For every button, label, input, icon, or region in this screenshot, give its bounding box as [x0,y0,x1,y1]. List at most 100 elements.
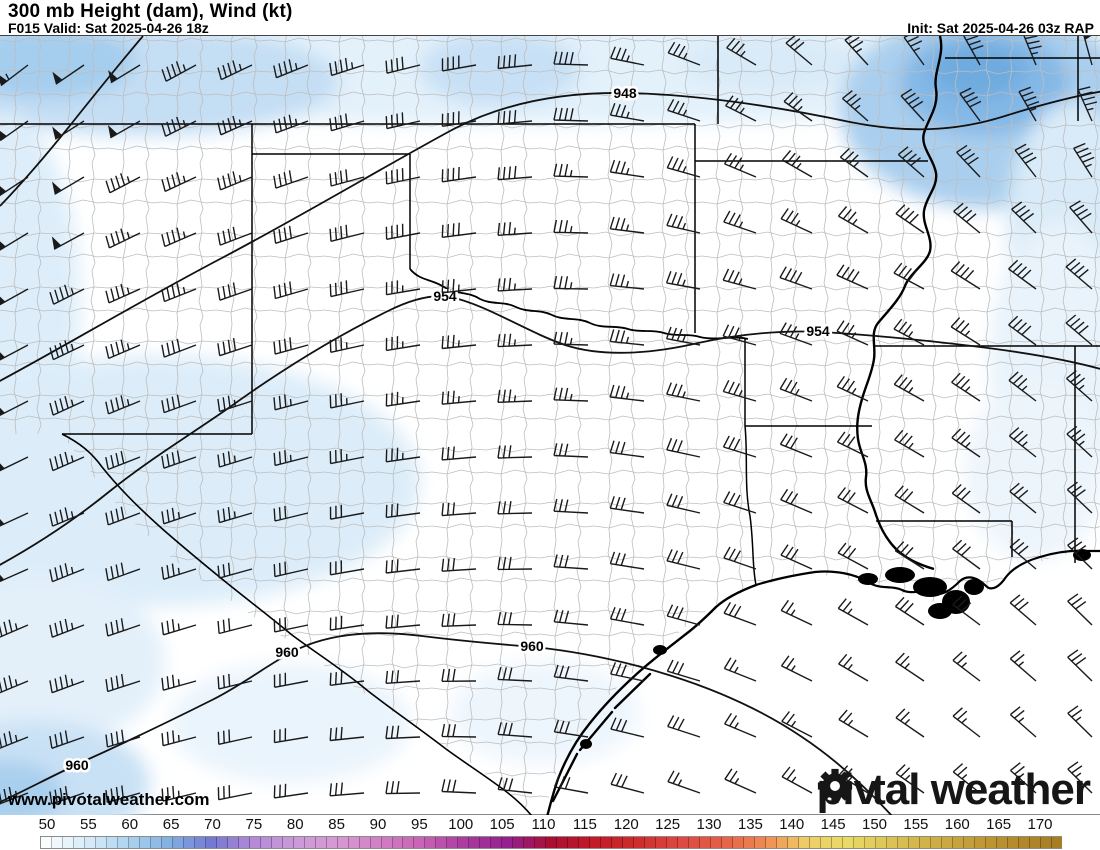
colorbar-tick-label: 135 [737,816,763,833]
colorbar-cell [930,837,942,848]
colorbar-tick-label: 75 [245,816,263,833]
colorbar-cell [1007,837,1019,848]
colorbar-cell [381,837,393,848]
colorbar-cell [414,837,426,848]
valid-time-label: F015 Valid: Sat 2025-04-26 18z [8,20,209,36]
colorbar-cell [612,837,624,848]
colorbar-cell [535,837,547,848]
colorbar-cell [183,837,195,848]
colorbar-cell [216,837,228,848]
colorbar-tick-label: 120 [613,816,639,833]
colorbar-cell [787,837,799,848]
colorbar-cell [513,837,525,848]
map-canvas[interactable]: 948 954 954 960 960 960 www.pivotalweather.co… [0,35,1100,816]
logo-text-right: tal weather [871,765,1091,814]
svg-text:960: 960 [65,757,89,773]
colorbar-tick-label: 65 [162,816,180,833]
colorbar-cell [853,837,865,848]
colorbar-cell [1051,837,1062,848]
colorbar-tick-label: 105 [489,816,515,833]
colorbar-cell [172,837,184,848]
colorbar-tick-label: 115 [572,816,597,833]
colorbar-cell [645,837,657,848]
colorbar-cell [469,837,481,848]
colorbar-cell [436,837,448,848]
colorbar-cell [579,837,591,848]
colorbar-cell [271,837,283,848]
colorbar-cell [656,837,668,848]
colorbar-tick-label: 145 [820,816,846,833]
colorbar-tick-label: 80 [286,816,304,833]
colorbar-tick-label: 160 [944,816,970,833]
colorbar-cell [128,837,140,848]
colorbar-cell [205,837,217,848]
red-river [409,268,749,340]
colorbar-cell [238,837,250,848]
colorbar-tick-label: 60 [121,816,139,833]
colorbar-cell [809,837,821,848]
colorbar-cell [282,837,294,848]
colorbar-tick-label: 85 [328,816,345,833]
colorbar-cell [1029,837,1041,848]
colorbar-tick-label: 155 [903,816,929,833]
colorbar-cell [227,837,239,848]
colorbar-tick-label: 50 [38,816,56,833]
colorbar-tick-label: 55 [80,816,97,833]
colorbar-cell [84,837,96,848]
colorbar-cell [370,837,382,848]
colorbar-tick-label: 95 [411,816,428,833]
colorbar-cell [73,837,85,848]
colorbar-tick-label: 100 [448,816,474,833]
rio-grande [61,433,533,816]
county-boundaries [0,36,1100,816]
colorbar-cell [985,837,997,848]
colorbar-cell [820,837,832,848]
colorbar-tick-label: 70 [204,816,221,833]
colorbar-cell [678,837,690,848]
colorbar-cell [744,837,755,848]
colorbar-cell [293,837,305,848]
colorbar-cell [897,837,909,848]
map-title: 300 mb Height (dam), Wind (kt) [8,1,293,22]
colorbar-cell [722,837,734,848]
colorbar-cell [996,837,1008,848]
colorbar-cell [754,837,766,848]
wind-barbs [0,36,1098,805]
colorbar-cell [161,837,173,848]
colorbar-tick-label: 130 [696,816,722,833]
height-contours [0,36,1100,816]
colorbar-cell [1040,837,1052,848]
colorbar-cell [458,837,470,848]
colorbar [40,836,1062,849]
colorbar-cell [139,837,151,848]
colorbar-cell [447,837,459,848]
colorbar-cell [117,837,129,848]
colorbar-cell [623,837,635,848]
state-borders [0,36,1100,586]
svg-text:960: 960 [520,638,544,654]
colorbar-cell [315,837,327,848]
colorbar-cell [51,837,63,848]
colorbar-cell [590,837,602,848]
colorbar-tick-label: 125 [655,816,681,833]
colorbar-cell [150,837,162,848]
colorbar-cell [798,837,810,848]
colorbar-cell [733,837,744,848]
coastal-marsh [580,549,1091,749]
colorbar-tick-label: 170 [1027,816,1053,833]
colorbar-cell [864,837,876,848]
colorbar-cell [403,837,415,848]
colorbar-cell [886,837,898,848]
colorbar-cell [62,837,74,848]
colorbar-cell [392,837,404,848]
colorbar-cell [41,837,52,848]
colorbar-cell [337,837,349,848]
colorbar-cell [1018,837,1030,848]
colorbar-zone: 50 55 60 65 70 75 80 85 90 95 100 105 110 115 120 125 13… [0,815,1100,850]
colorbar-cell [601,837,613,848]
colorbar-cell [326,837,338,848]
colorbar-cell [359,837,371,848]
colorbar-cell [941,837,953,848]
